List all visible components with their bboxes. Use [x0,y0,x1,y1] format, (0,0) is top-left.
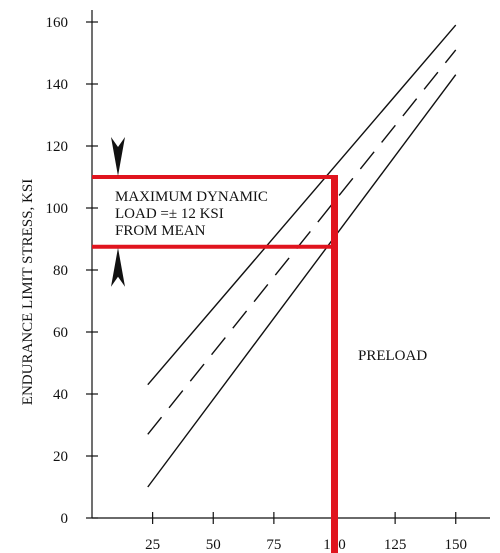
y-tick-label: 40 [53,387,68,403]
x-tick-label: 150 [445,537,468,553]
mean-endurance-line [147,49,457,435]
annotations: MAXIMUM DYNAMIC LOAD =± 12 KSI FROM MEAN… [92,137,427,553]
endurance-bound-line [147,74,457,488]
dynamic-load-label-line-1: MAXIMUM DYNAMIC [115,189,268,205]
series-lines [147,24,457,488]
y-tick-label: 80 [53,263,68,279]
arrow-down-marker [111,137,125,176]
y-axis-ticks: 0 20 40 60 80 100 120 140 160 [46,15,98,527]
x-tick-label: 25 [145,537,160,553]
endurance-bound-line [147,24,457,386]
y-tick-label: 140 [46,77,69,93]
y-tick-label: 0 [61,511,69,527]
x-tick-label: 125 [384,537,407,553]
x-tick-label: 75 [266,537,281,553]
y-tick-label: 20 [53,449,68,465]
y-tick-label: 160 [46,15,69,31]
y-tick-label: 120 [46,139,69,155]
preload-label: PRELOAD [358,348,427,364]
arrow-up-marker [111,247,125,287]
dynamic-load-label-line-2: LOAD =± 12 KSI [115,206,224,222]
dynamic-load-label-line-3: FROM MEAN [115,223,206,239]
x-tick-label: 50 [206,537,221,553]
y-tick-label: 60 [53,325,68,341]
y-axis-label: ENDURANCE LIMIT STRESS, KSI [20,179,36,405]
y-tick-label: 100 [46,201,69,217]
